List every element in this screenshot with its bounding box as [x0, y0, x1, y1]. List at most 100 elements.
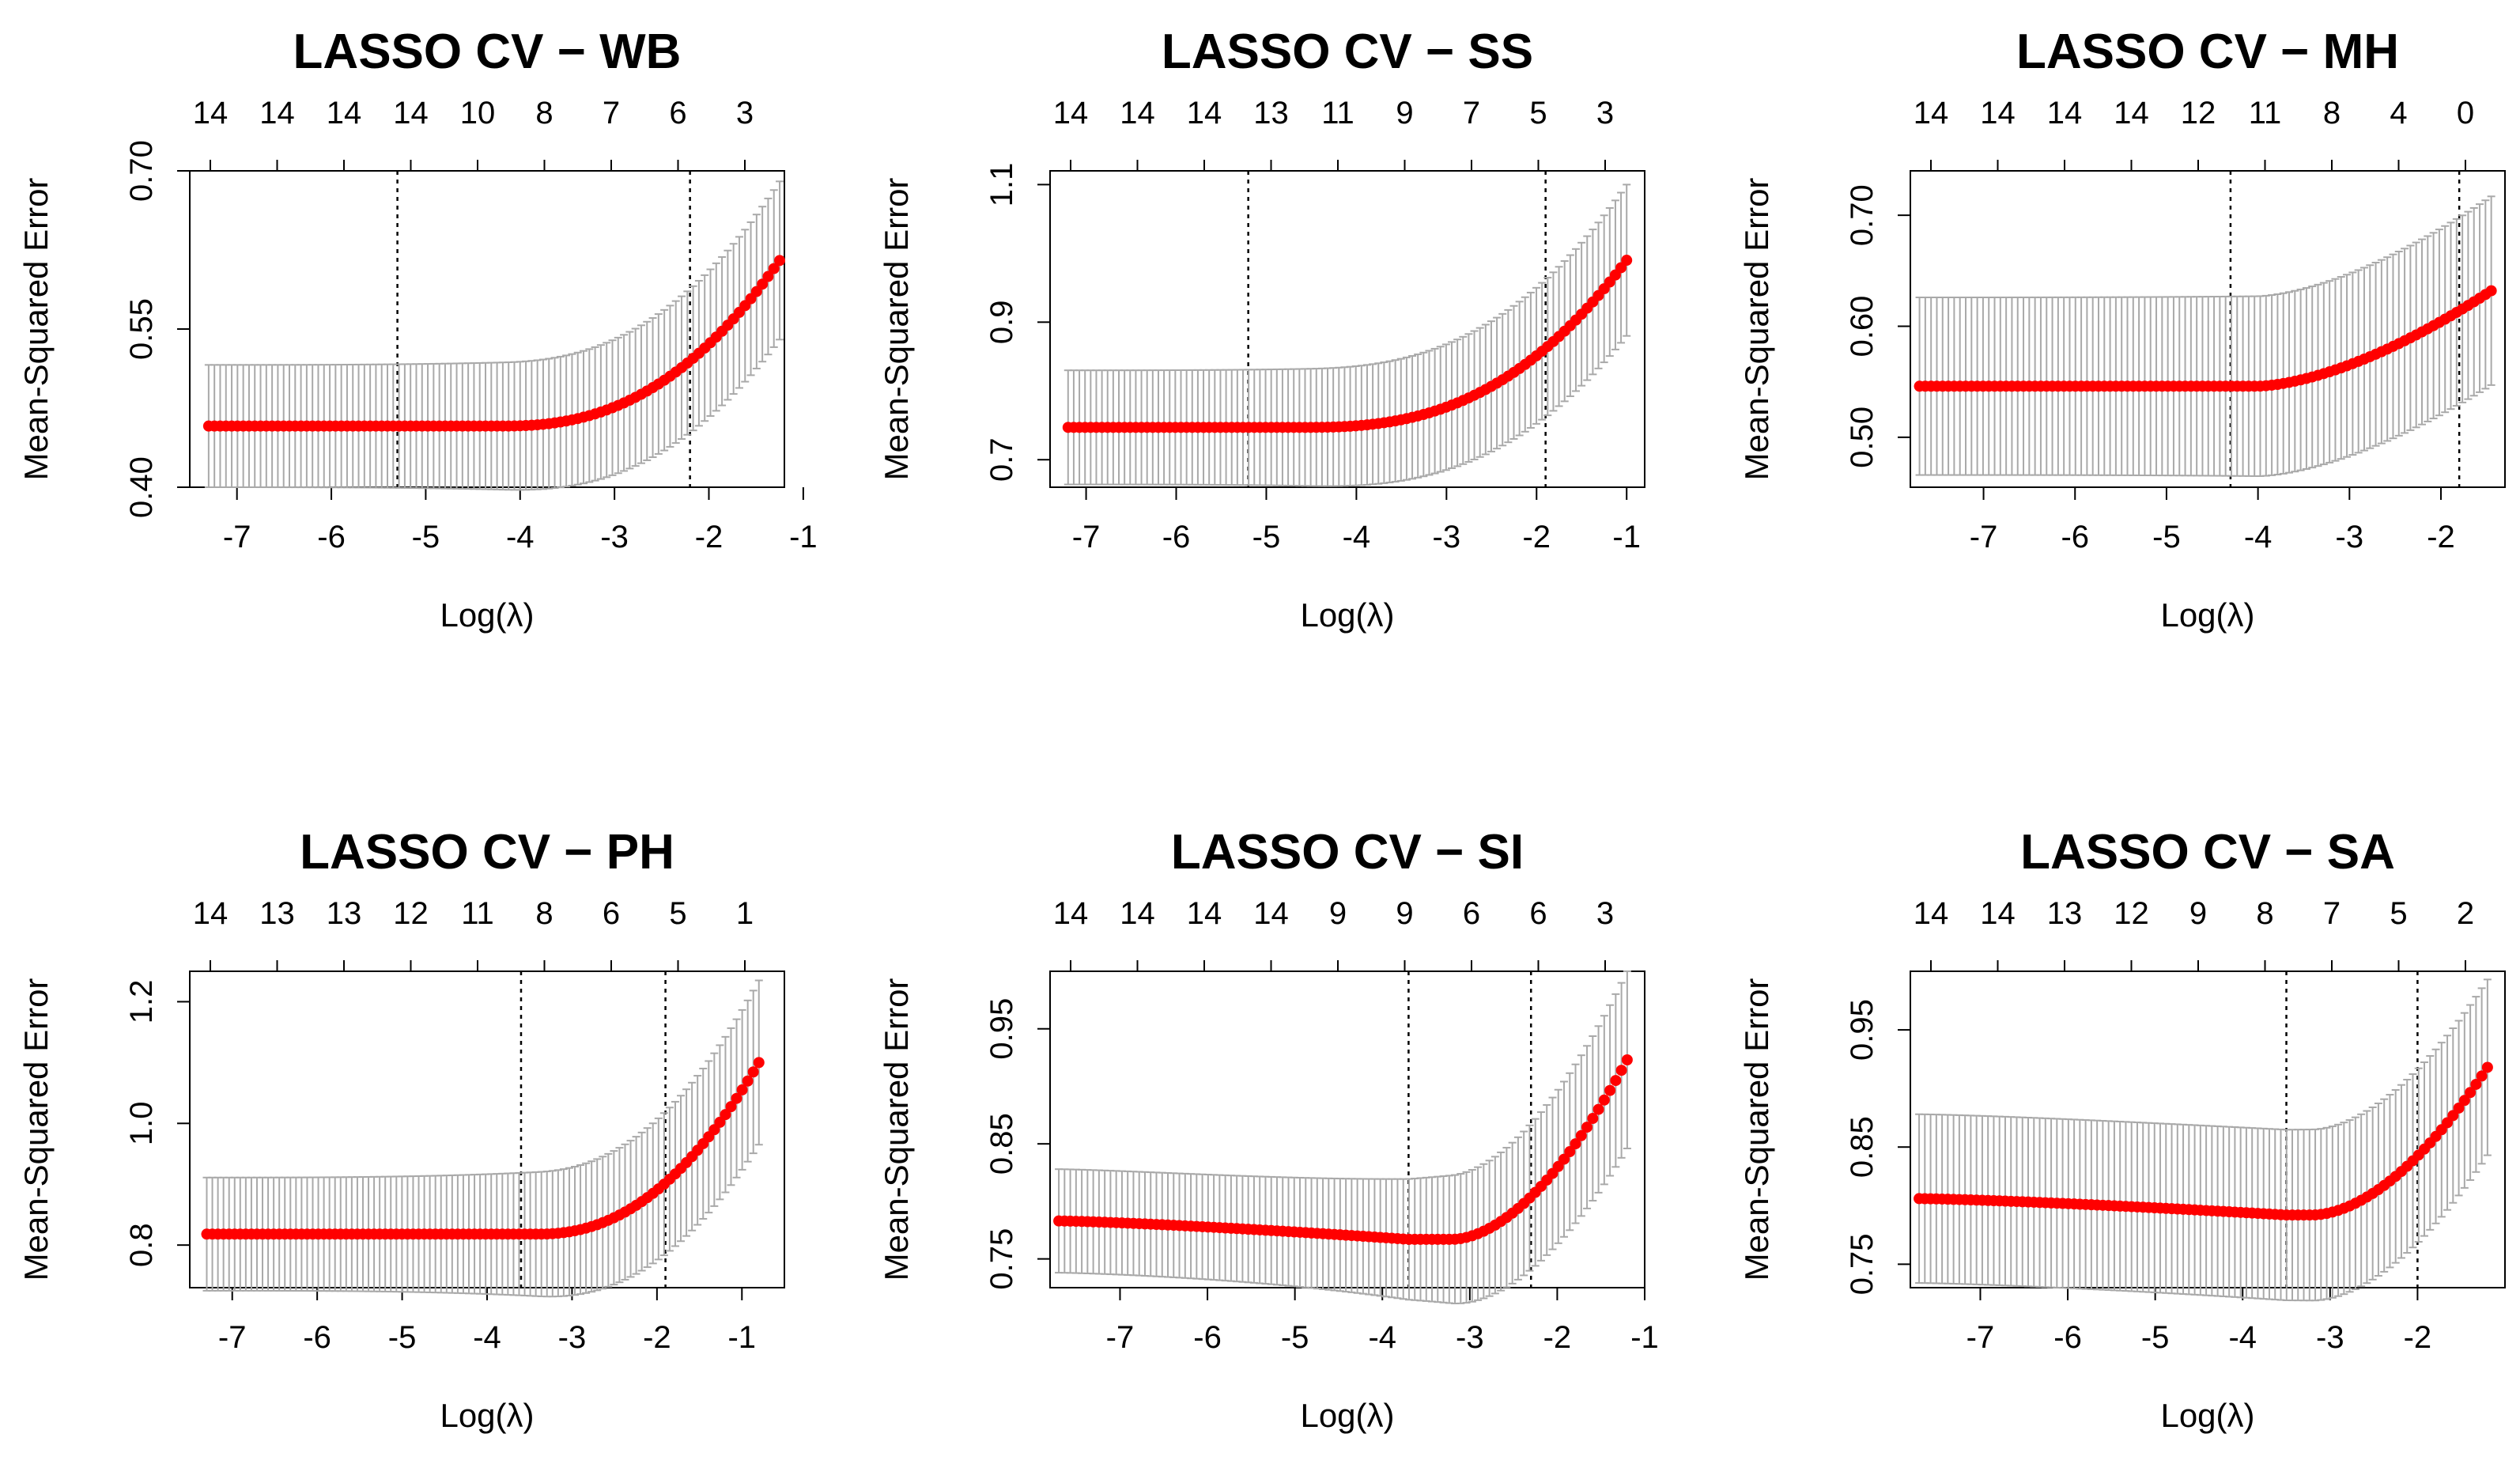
x-tick-label: -7	[218, 1320, 247, 1355]
top-tick-label: 14	[1914, 896, 1949, 931]
x-tick-label: -2	[1543, 1320, 1572, 1355]
y-axis-label: Mean-Squared Error	[1738, 178, 1775, 481]
top-tick-label: 14	[2047, 96, 2083, 131]
top-tick-label: 14	[2114, 96, 2149, 131]
chart-panel-3: LASSO CV − MH -7 -6 -5 -4 -3 -2 14 14 14 14 12 11 8 4 0…	[1738, 25, 2506, 634]
top-tick-label: 13	[327, 896, 362, 931]
y-tick-label: 0.55	[124, 298, 159, 360]
y-tick-label: 0.95	[1845, 999, 1880, 1061]
cv-point	[725, 1101, 737, 1113]
y-tick-label: 0.60	[1845, 296, 1880, 358]
cv-point	[1570, 1138, 1581, 1150]
chart-panel-1: LASSO CV − WB -7 -6 -5 -4 -3 -2 -1 14 14 14 14 10 8 7 6…	[17, 25, 818, 634]
top-tick-label: 12	[393, 896, 429, 931]
cv-point	[2470, 1078, 2482, 1090]
cv-point	[762, 271, 774, 282]
top-tick-label: 11	[2249, 96, 2282, 131]
y-tick-label: 0.85	[1845, 1116, 1880, 1178]
x-tick-label: -3	[1433, 520, 1461, 554]
cv-point	[714, 1116, 726, 1128]
x-tick-label: -3	[600, 520, 629, 554]
y-tick-label: 0.70	[1845, 184, 1880, 246]
cv-point	[1621, 1054, 1633, 1065]
cv-point	[1615, 1065, 1627, 1076]
y-tick-label: 1.2	[124, 980, 159, 1024]
x-tick-label: -6	[1162, 520, 1191, 554]
cv-point	[1575, 1129, 1587, 1141]
x-tick-label: -2	[2427, 520, 2455, 554]
chart-panel-4: LASSO CV − PH -7 -6 -5 -4 -3 -2 -1 14 13 13 12 11 8 6 5…	[17, 825, 785, 1434]
chart-title: LASSO CV − WB	[293, 25, 682, 79]
y-axis-label: Mean-Squared Error	[878, 978, 915, 1281]
cv-point	[2453, 1102, 2465, 1114]
cv-point	[1621, 255, 1633, 267]
y-axis-label: Mean-Squared Error	[878, 178, 915, 481]
x-axis-label: Log(λ)	[1300, 1397, 1394, 1434]
cv-point	[1598, 1094, 1610, 1106]
x-tick-label: -4	[2244, 520, 2273, 554]
top-tick-label: 6	[1529, 896, 1547, 931]
top-tick-label: 12	[2181, 96, 2216, 131]
top-tick-label: 2	[2457, 896, 2474, 931]
x-tick-label: -1	[1612, 520, 1641, 554]
cv-point	[2485, 285, 2497, 297]
top-tick-label: 8	[2256, 896, 2273, 931]
top-tick-label: 7	[1463, 96, 1480, 131]
x-tick-label: -5	[1252, 520, 1281, 554]
x-tick-label: -4	[2228, 1320, 2257, 1355]
top-tick-label: 9	[1396, 896, 1413, 931]
cv-point	[2465, 1087, 2477, 1099]
top-tick-label: 14	[1120, 96, 1155, 131]
cv-point	[774, 255, 786, 267]
top-tick-label: 14	[1253, 896, 1289, 931]
top-tick-label: 5	[669, 896, 686, 931]
cv-point	[2458, 1095, 2470, 1107]
top-tick-label: 11	[1321, 96, 1354, 131]
top-tick-label: 13	[1253, 96, 1289, 131]
top-tick-label: 6	[1463, 896, 1480, 931]
x-tick-label: -1	[789, 520, 818, 554]
x-tick-label: -7	[223, 520, 251, 554]
y-axis-label: Mean-Squared Error	[17, 978, 55, 1281]
x-tick-label: -1	[1630, 1320, 1659, 1355]
top-tick-label: 4	[2390, 96, 2407, 131]
y-axis-label: Mean-Squared Error	[17, 178, 55, 481]
top-tick-label: 3	[736, 96, 754, 131]
y-tick-label: 0.50	[1845, 407, 1880, 468]
chart-title: LASSO CV − SI	[1171, 825, 1524, 880]
top-tick-label: 5	[2390, 896, 2407, 931]
top-tick-label: 7	[2323, 896, 2341, 931]
top-tick-label: 12	[2114, 896, 2149, 931]
cv-point	[1558, 1153, 1570, 1165]
x-tick-label: -4	[473, 1320, 501, 1355]
top-tick-label: 8	[2323, 96, 2341, 131]
top-tick-label: 8	[535, 896, 553, 931]
cv-point	[1592, 1103, 1604, 1115]
top-tick-label: 14	[1187, 96, 1222, 131]
x-tick-label: -3	[1456, 1320, 1484, 1355]
cv-point	[720, 1109, 731, 1121]
cv-point	[747, 1066, 759, 1078]
x-axis-label: Log(λ)	[440, 1397, 534, 1434]
chart-title: LASSO CV − SA	[2020, 825, 2395, 880]
cv-point	[768, 263, 780, 274]
y-tick-label: 0.9	[984, 300, 1019, 344]
cv-point	[753, 1057, 765, 1069]
x-tick-label: -7	[1072, 520, 1101, 554]
top-tick-label: 9	[2189, 896, 2207, 931]
cv-point	[757, 278, 769, 290]
top-tick-label: 3	[1596, 96, 1614, 131]
y-tick-label: 1.0	[124, 1102, 159, 1146]
top-tick-label: 14	[259, 96, 295, 131]
top-tick-label: 14	[193, 96, 229, 131]
x-tick-label: -2	[643, 1320, 671, 1355]
x-tick-label: -4	[1368, 1320, 1396, 1355]
plot-frame	[189, 170, 785, 488]
x-tick-label: -6	[303, 1320, 331, 1355]
plot-frame	[1910, 970, 2506, 1288]
cv-point	[1610, 1075, 1622, 1087]
cv-point	[1564, 1146, 1576, 1158]
top-tick-label: 13	[2047, 896, 2083, 931]
y-tick-label: 0.75	[1845, 1233, 1880, 1295]
